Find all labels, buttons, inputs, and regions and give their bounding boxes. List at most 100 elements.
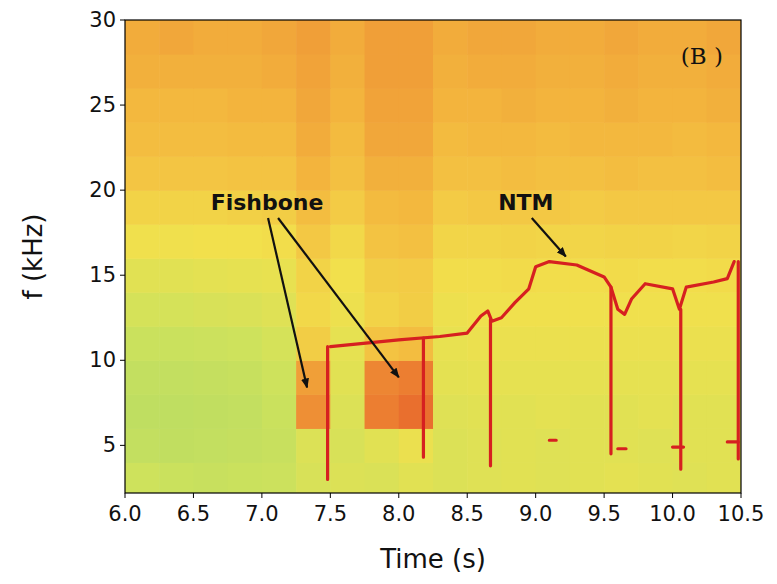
heat-cell xyxy=(433,190,468,225)
heat-cell xyxy=(262,462,297,493)
heat-cell xyxy=(638,54,673,89)
heat-cell xyxy=(262,88,297,123)
heat-cell xyxy=(125,428,160,463)
heat-cell xyxy=(570,462,605,493)
heat-cell xyxy=(330,122,365,157)
heat-cell xyxy=(262,360,297,395)
heat-cell xyxy=(638,326,673,361)
heat-cell xyxy=(604,326,639,361)
heat-cell xyxy=(159,190,194,225)
heat-cell xyxy=(193,394,228,429)
heat-cell xyxy=(296,156,331,191)
heat-cell xyxy=(570,54,605,89)
heat-cell xyxy=(330,258,365,293)
y-tick-label: 25 xyxy=(89,93,116,117)
heat-cell xyxy=(467,190,502,225)
heat-cell xyxy=(707,326,741,361)
heat-cell xyxy=(159,258,194,293)
x-tick-label: 8.0 xyxy=(382,502,415,526)
heat-cell xyxy=(467,360,502,395)
heat-cell xyxy=(673,122,708,157)
y-tick-label: 30 xyxy=(89,8,116,32)
heat-cell xyxy=(433,292,468,327)
heat-cell xyxy=(399,88,434,123)
heat-cell xyxy=(193,462,228,493)
heat-cell xyxy=(262,394,297,429)
heat-cell xyxy=(673,394,708,429)
panel-label: (B ) xyxy=(681,43,723,69)
heat-cell xyxy=(604,462,639,493)
heat-cell xyxy=(433,394,468,429)
heat-cell xyxy=(501,326,536,361)
heat-cell xyxy=(467,224,502,259)
mode-trace xyxy=(328,262,739,480)
heat-cell xyxy=(228,360,263,395)
heat-cell xyxy=(125,360,160,395)
heat-cell xyxy=(638,156,673,191)
heat-cell xyxy=(365,122,400,157)
heat-cell xyxy=(365,394,400,429)
heat-cell xyxy=(125,258,160,293)
heat-cell xyxy=(536,326,571,361)
heat-cell xyxy=(604,394,639,429)
x-tick-label: 9.0 xyxy=(519,502,552,526)
heat-cell xyxy=(570,20,605,55)
heat-cell xyxy=(501,20,536,55)
heat-cell xyxy=(365,156,400,191)
heat-cell xyxy=(159,156,194,191)
heat-cell xyxy=(399,258,434,293)
annotation-label: Fishbone xyxy=(211,190,324,215)
heat-cell xyxy=(433,258,468,293)
heat-cell xyxy=(228,122,263,157)
heat-cell xyxy=(467,20,502,55)
heat-cell xyxy=(193,20,228,55)
y-tick-label: 5 xyxy=(103,433,116,457)
heat-cell xyxy=(330,428,365,463)
heat-cell xyxy=(467,292,502,327)
heat-cell xyxy=(501,54,536,89)
x-tick-label: 7.0 xyxy=(245,502,278,526)
x-tick xyxy=(330,493,331,498)
heat-cell xyxy=(570,428,605,463)
heat-cell xyxy=(365,190,400,225)
heat-cell xyxy=(296,122,331,157)
heat-cell xyxy=(159,360,194,395)
heat-cell xyxy=(399,20,434,55)
heat-cell xyxy=(399,54,434,89)
heat-cell xyxy=(604,122,639,157)
y-tick xyxy=(120,105,125,106)
x-tick-label: 6.0 xyxy=(108,502,141,526)
heat-cell xyxy=(228,20,263,55)
heat-cell xyxy=(604,88,639,123)
heat-cell xyxy=(433,224,468,259)
heat-cell xyxy=(570,190,605,225)
heat-cell xyxy=(570,394,605,429)
heat-cell xyxy=(501,224,536,259)
heat-cell xyxy=(365,258,400,293)
heat-cell xyxy=(536,88,571,123)
heat-cell xyxy=(604,20,639,55)
heat-cell xyxy=(467,258,502,293)
heat-cell xyxy=(365,292,400,327)
heat-cell xyxy=(399,190,434,225)
heat-cell xyxy=(638,122,673,157)
heat-cell xyxy=(296,224,331,259)
heat-cell xyxy=(501,394,536,429)
heat-cell xyxy=(433,462,468,493)
heat-cell xyxy=(365,360,400,395)
heat-cell xyxy=(501,360,536,395)
heat-cell xyxy=(330,20,365,55)
heat-cell xyxy=(467,122,502,157)
heat-cell xyxy=(228,462,263,493)
heat-cell xyxy=(125,20,160,55)
y-tick xyxy=(120,360,125,361)
heat-cell xyxy=(193,122,228,157)
heat-cell xyxy=(262,224,297,259)
heat-cell xyxy=(125,462,160,493)
heat-cell xyxy=(536,292,571,327)
heat-cell xyxy=(228,156,263,191)
heat-cell xyxy=(536,428,571,463)
mode-trace xyxy=(330,262,734,347)
heat-cell xyxy=(296,292,331,327)
heat-cell xyxy=(330,360,365,395)
